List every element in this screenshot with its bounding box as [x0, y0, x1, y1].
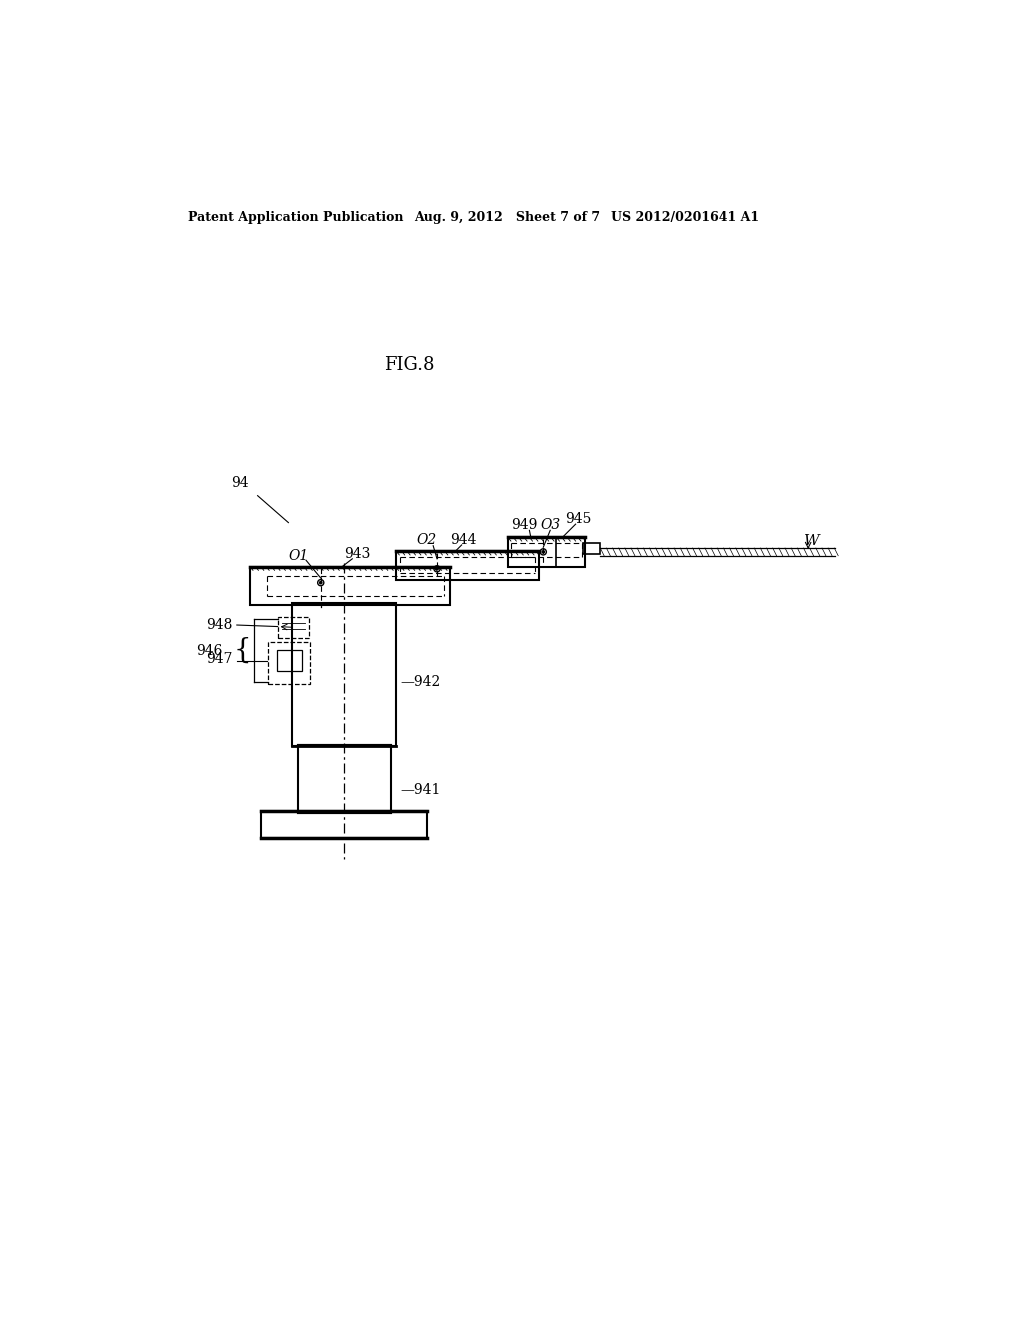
- Circle shape: [319, 582, 322, 583]
- Text: 945: 945: [565, 512, 592, 525]
- Bar: [584, 544, 600, 554]
- Text: —941: —941: [400, 783, 440, 797]
- Text: Aug. 9, 2012   Sheet 7 of 7: Aug. 9, 2012 Sheet 7 of 7: [414, 211, 600, 224]
- Bar: [279, 616, 309, 638]
- Bar: [298, 744, 391, 813]
- Bar: [261, 812, 427, 838]
- Text: 948: 948: [206, 618, 232, 632]
- Bar: [250, 566, 451, 605]
- Text: O3: O3: [540, 517, 560, 532]
- Text: FIG.8: FIG.8: [384, 356, 434, 374]
- Text: O1: O1: [289, 549, 308, 562]
- Bar: [276, 649, 301, 671]
- Text: US 2012/0201641 A1: US 2012/0201641 A1: [611, 211, 759, 224]
- Text: 947: 947: [206, 652, 232, 665]
- Text: 946: 946: [196, 644, 222, 659]
- Circle shape: [542, 550, 545, 553]
- Text: 943: 943: [344, 548, 371, 561]
- Circle shape: [436, 568, 438, 570]
- Text: {: {: [233, 638, 251, 664]
- Bar: [508, 537, 585, 566]
- Text: 94: 94: [231, 477, 249, 490]
- Bar: [267, 642, 310, 684]
- Text: O2: O2: [417, 533, 437, 548]
- Text: —942: —942: [400, 675, 440, 689]
- Text: 944: 944: [450, 533, 476, 548]
- Text: W: W: [804, 535, 820, 548]
- Bar: [292, 603, 396, 746]
- Bar: [396, 552, 539, 581]
- Text: 949: 949: [512, 517, 538, 532]
- Text: Patent Application Publication: Patent Application Publication: [188, 211, 403, 224]
